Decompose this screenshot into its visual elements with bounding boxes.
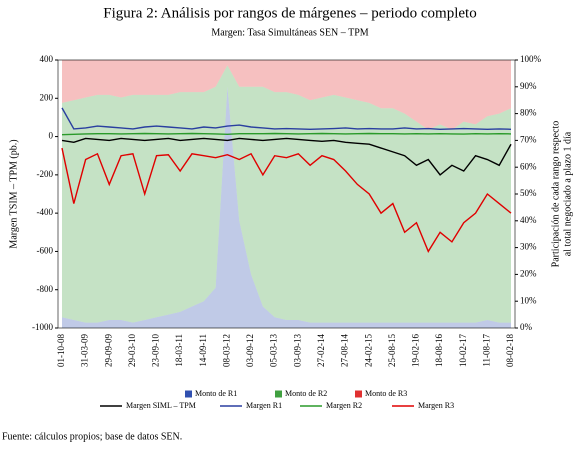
y2-tick-label: 0% — [520, 322, 533, 332]
chart-title: Figura 2: Análisis por rangos de márgene… — [103, 5, 476, 21]
y-tick-label: 200 — [40, 92, 54, 102]
y2-tick-label: 20% — [520, 268, 537, 278]
y2-tick-label: 60% — [520, 161, 537, 171]
y-tick-label: -1000 — [32, 322, 53, 332]
x-tick-label: 23-09-10 — [151, 334, 161, 367]
x-tick-label: 19-02-16 — [411, 334, 421, 367]
line — [61, 107, 512, 130]
y-tick-label: -800 — [37, 284, 54, 294]
x-tick-label: 03-09-13 — [292, 334, 302, 367]
x-tick-label: 08-03-12 — [221, 334, 231, 367]
y-tick-label: -600 — [37, 245, 54, 255]
x-tick-label: 29-09-09 — [103, 334, 113, 367]
legend-label: Margen R1 — [246, 401, 282, 410]
y2-tick-label: 30% — [520, 242, 537, 252]
x-tick-label: 14-09-11 — [198, 334, 208, 367]
x-tick-label: 11-08-17 — [481, 334, 491, 367]
source-note: Fuente: cálculos propios; base de datos … — [2, 431, 182, 442]
y-axis-label: Margen TSIM – TPM (pb.) — [8, 139, 19, 248]
x-tick-label: 29-03-10 — [127, 334, 137, 367]
y2-tick-label: 10% — [520, 295, 537, 305]
y2-tick-label: 90% — [520, 81, 537, 91]
y2-tick-label: 80% — [520, 108, 537, 118]
x-tick-label: 24-02-15 — [363, 334, 373, 367]
x-tick-label: 31-03-09 — [80, 334, 90, 367]
x-tick-label: 10-02-17 — [458, 334, 468, 367]
legend-label: Margen R3 — [418, 401, 454, 410]
line — [61, 147, 512, 253]
legend-label: Monto de R1 — [195, 389, 237, 398]
x-tick-label: 01-10-08 — [56, 334, 66, 367]
stacked-area — [62, 60, 511, 130]
y-tick-label: -400 — [37, 207, 54, 217]
y-tick-label: -200 — [37, 169, 54, 179]
legend-label: Monto de R2 — [285, 389, 327, 398]
x-tick-label: 18-08-16 — [434, 334, 444, 367]
x-tick-label: 05-03-13 — [269, 334, 279, 367]
y2-tick-label: 70% — [520, 134, 537, 144]
stacked-area — [62, 65, 511, 323]
legend-swatch — [275, 390, 282, 398]
chart-subtitle: Margen: Tasa Simultáneas SEN – TPM — [211, 27, 368, 38]
legend-label: Margen R2 — [326, 401, 362, 410]
y2-tick-label: 40% — [520, 215, 537, 225]
legend-label: Margen SIML – TPM — [126, 401, 196, 410]
y2-axis-label: al total negociado a plazo 1 día — [562, 131, 573, 256]
y-tick-label: 0 — [49, 131, 54, 141]
line — [61, 132, 512, 136]
x-tick-label: 08-02-18 — [505, 334, 515, 367]
y2-axis-label: Participación de cada rango respecto — [550, 121, 561, 268]
x-tick-label: 03-09-12 — [245, 334, 255, 367]
legend-swatch — [185, 390, 192, 398]
legend-swatch — [355, 390, 362, 398]
x-tick-label: 18-03-11 — [174, 334, 184, 367]
x-tick-label: 27-08-14 — [340, 334, 350, 367]
x-tick-label: 27-02-14 — [316, 334, 326, 367]
y2-tick-label: 100% — [520, 54, 542, 64]
y-tick-label: 400 — [40, 54, 54, 64]
line — [61, 137, 512, 176]
y2-tick-label: 50% — [520, 188, 537, 198]
x-tick-label: 25-08-15 — [387, 334, 397, 367]
legend-label: Monto de R3 — [365, 389, 407, 398]
